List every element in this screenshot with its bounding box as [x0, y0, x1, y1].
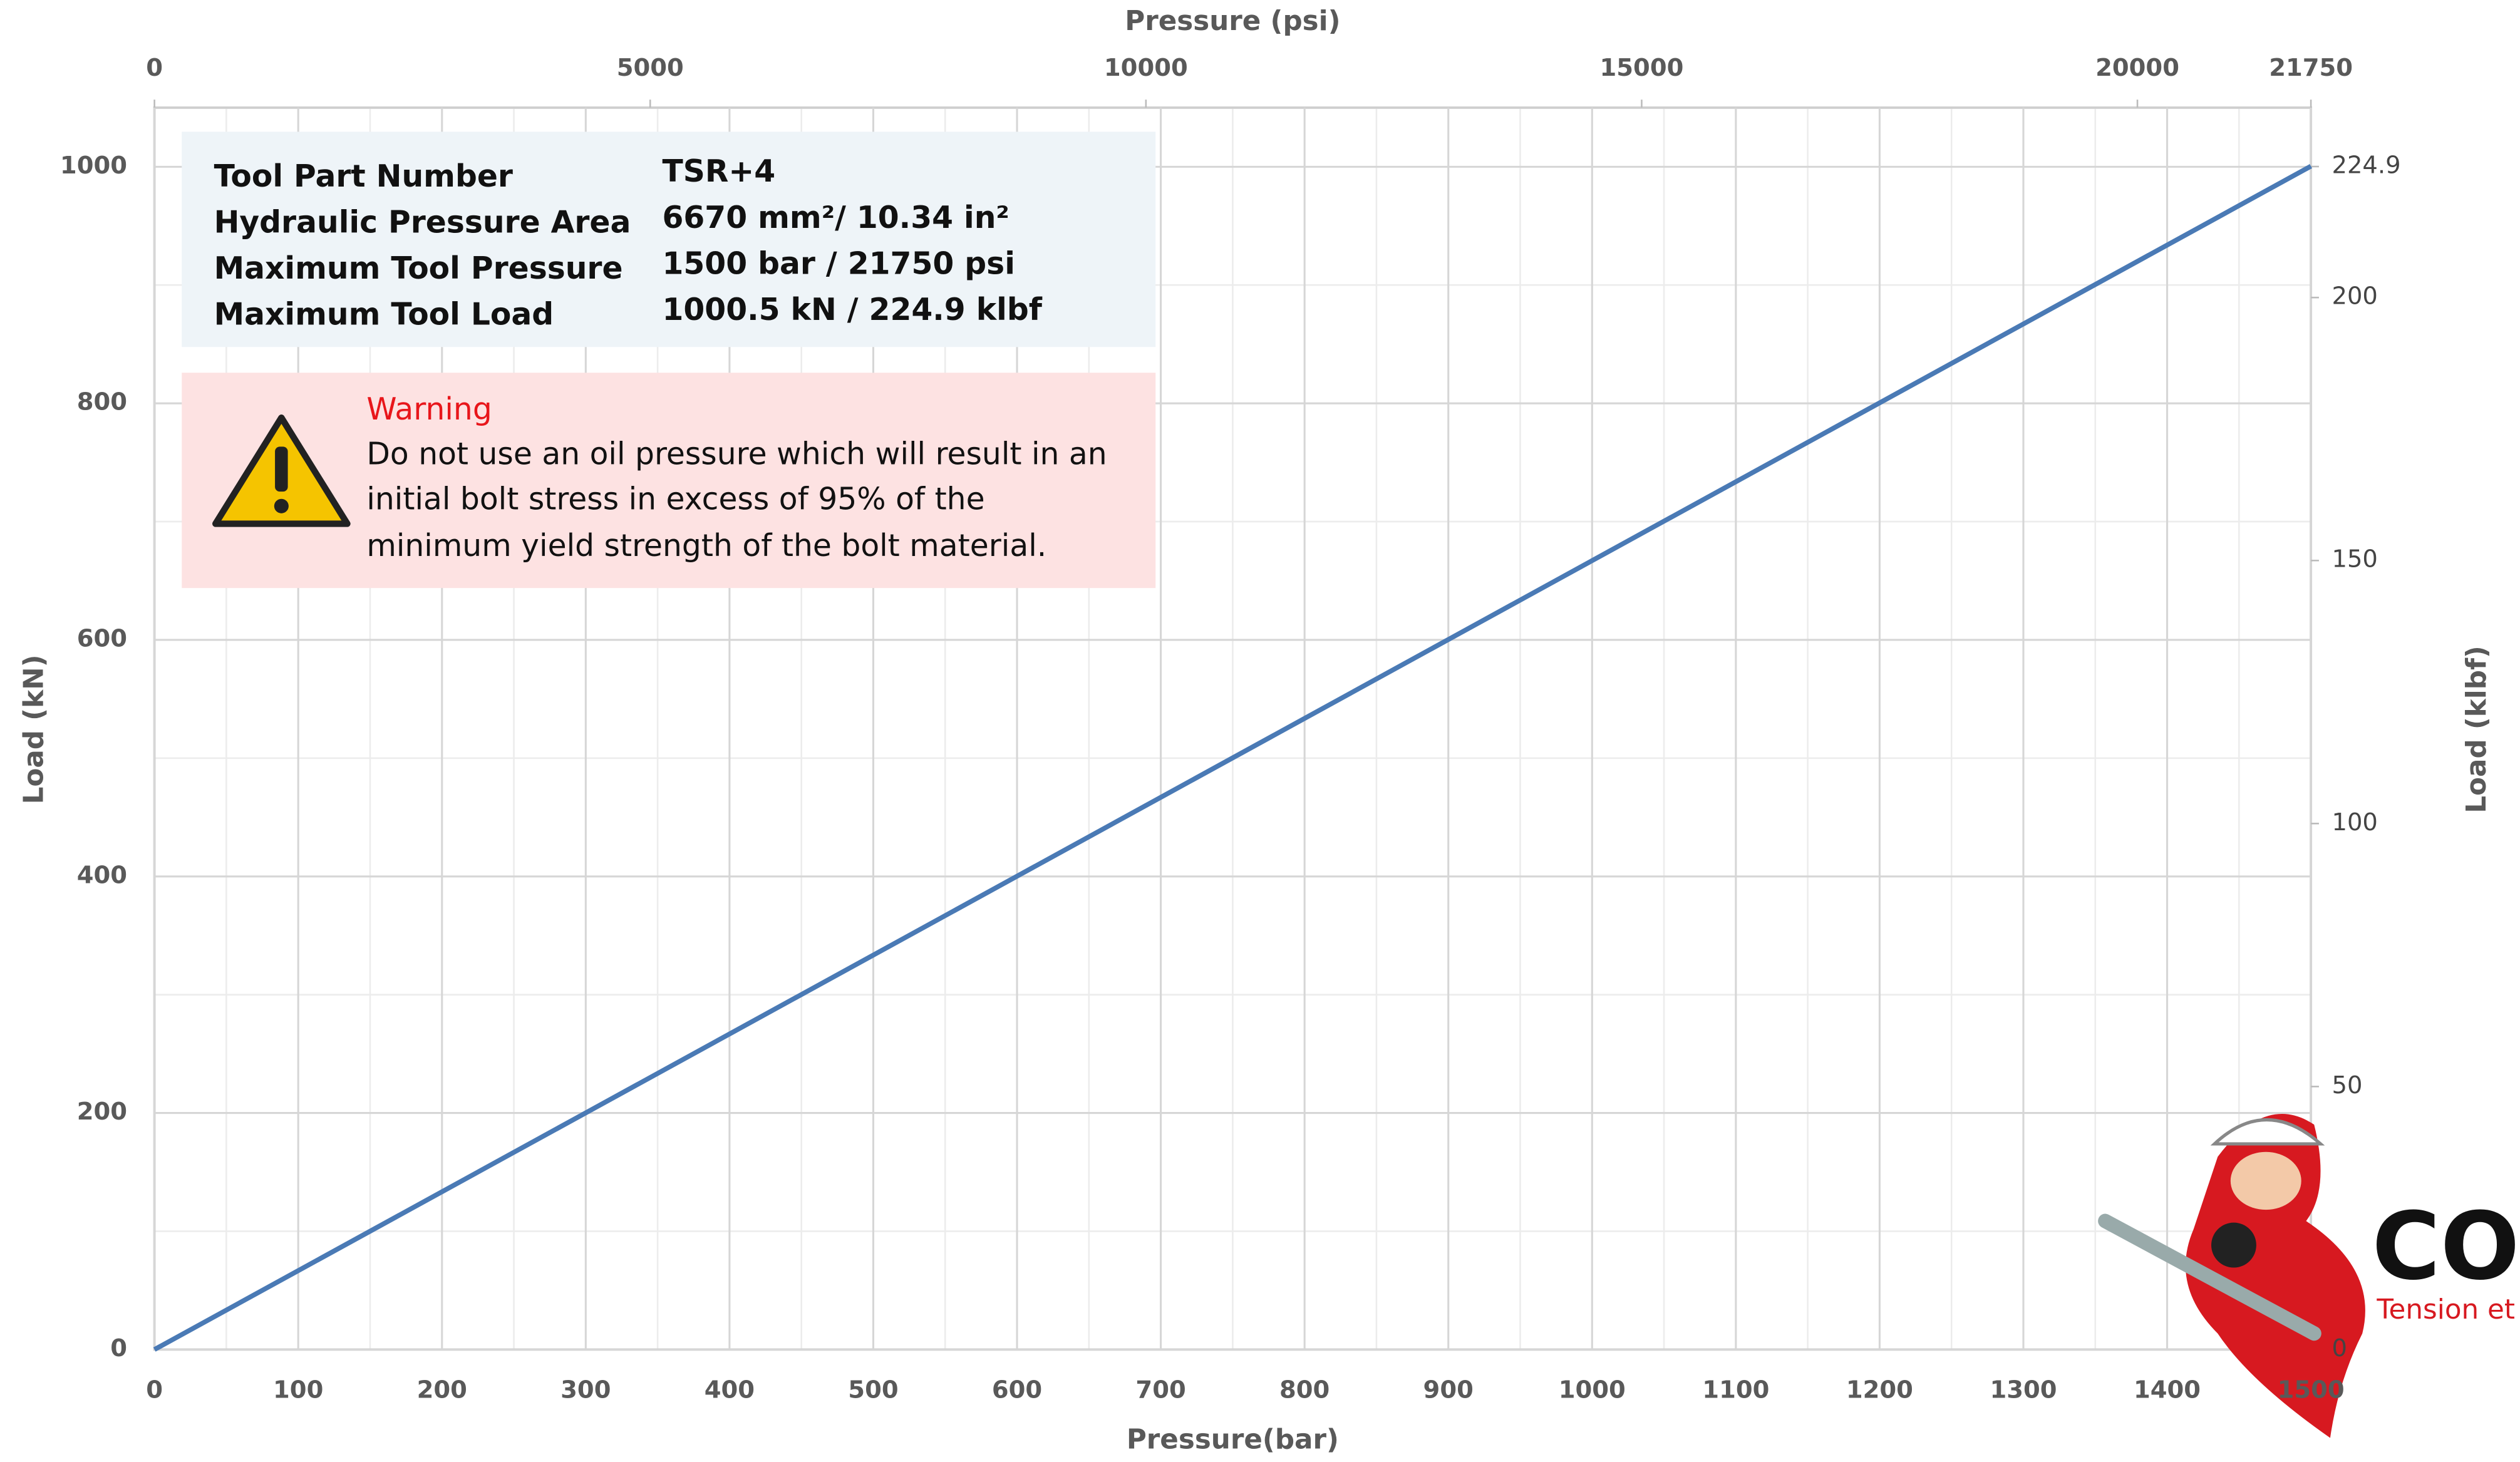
- x-tick-label: 700: [1135, 1376, 1185, 1404]
- x-tick-label: 1000: [1559, 1376, 1626, 1404]
- y-tick-label: 0: [110, 1334, 127, 1362]
- mascot-emblem: [2211, 1222, 2256, 1268]
- y-tick-label: 600: [77, 624, 127, 652]
- x-tick-label: 0: [146, 1376, 163, 1404]
- x2-tick-label: 21750: [2269, 54, 2353, 82]
- y2-title: Load (klbf): [2461, 646, 2492, 813]
- info-label: Maximum Tool Load: [214, 297, 554, 332]
- x-tick-label: 800: [1279, 1376, 1330, 1404]
- mascot-face: [2230, 1151, 2301, 1210]
- logo: CO Tension et: [2098, 1114, 2520, 1438]
- x2-tick-label: 15000: [1600, 54, 1684, 82]
- warning-box: [182, 373, 1156, 589]
- y2-tick-label: 200: [2332, 282, 2377, 311]
- info-value: 1000.5 kN / 224.9 klbf: [662, 292, 1042, 327]
- x-tick-label: 1300: [1990, 1376, 2057, 1404]
- x-tick-label: 600: [992, 1376, 1042, 1404]
- y2-tick-label: 150: [2332, 545, 2377, 574]
- warning-dot: [274, 498, 289, 513]
- info-value: TSR+4: [662, 154, 775, 189]
- x2-tick-label: 10000: [1104, 54, 1188, 82]
- x2-tick-label: 0: [146, 54, 163, 82]
- x-tick-label: 1400: [2134, 1376, 2201, 1404]
- warning-line: Do not use an oil pressure which will re…: [366, 437, 1107, 472]
- warning-icon: [212, 414, 351, 527]
- y-tick-label: 400: [77, 861, 127, 889]
- y2-tick-label: 100: [2332, 808, 2377, 837]
- info-label: Hydraulic Pressure Area: [214, 205, 631, 240]
- y-tick-label: 1000: [60, 152, 127, 180]
- y2-tick-label: 50: [2332, 1071, 2362, 1099]
- y2-tick-label: 0: [2332, 1334, 2347, 1362]
- x-title: Pressure(bar): [1127, 1424, 1339, 1456]
- info-label: Maximum Tool Pressure: [214, 251, 623, 286]
- warning-line: initial bolt stress in excess of 95% of …: [366, 482, 984, 517]
- y-tick-label: 200: [77, 1098, 127, 1126]
- x2-tick-label: 5000: [617, 54, 684, 82]
- warning-bang: [275, 446, 288, 492]
- y2-tick-label: 224.9: [2332, 152, 2400, 180]
- mascot-wrench: [2098, 1213, 2321, 1341]
- x-tick-label: 100: [273, 1376, 323, 1404]
- info-label: Tool Part Number: [214, 159, 513, 194]
- warning-line: minimum yield strength of the bolt mater…: [366, 528, 1046, 564]
- x2-title: Pressure (psi): [1125, 6, 1340, 37]
- logo-tagline: Tension et: [2376, 1294, 2515, 1326]
- x-tick-label: 1500: [2278, 1376, 2345, 1404]
- load-line: [153, 164, 2312, 1352]
- info-value: 1500 bar / 21750 psi: [662, 246, 1015, 281]
- x-tick-label: 1100: [1702, 1376, 1769, 1404]
- x-tick-label: 500: [848, 1376, 898, 1404]
- mascot-body: [2185, 1114, 2365, 1438]
- x-tick-label: 200: [417, 1376, 467, 1404]
- mascot-helmet: [2210, 1118, 2325, 1146]
- plot: [153, 164, 2312, 1352]
- warning-title: Warning: [366, 392, 492, 427]
- info-box: [182, 131, 1156, 347]
- info-value: 6670 mm²/ 10.34 in²: [662, 200, 1009, 235]
- x-tick-label: 900: [1423, 1376, 1474, 1404]
- y-tick-label: 800: [77, 388, 127, 416]
- x-tick-label: 1200: [1846, 1376, 1913, 1404]
- x2-tick-label: 20000: [2095, 54, 2179, 82]
- x-tick-label: 400: [705, 1376, 755, 1404]
- y-title: Load (kN): [19, 654, 50, 804]
- x-tick-label: 300: [560, 1376, 611, 1404]
- logo-name: CO: [2372, 1193, 2520, 1301]
